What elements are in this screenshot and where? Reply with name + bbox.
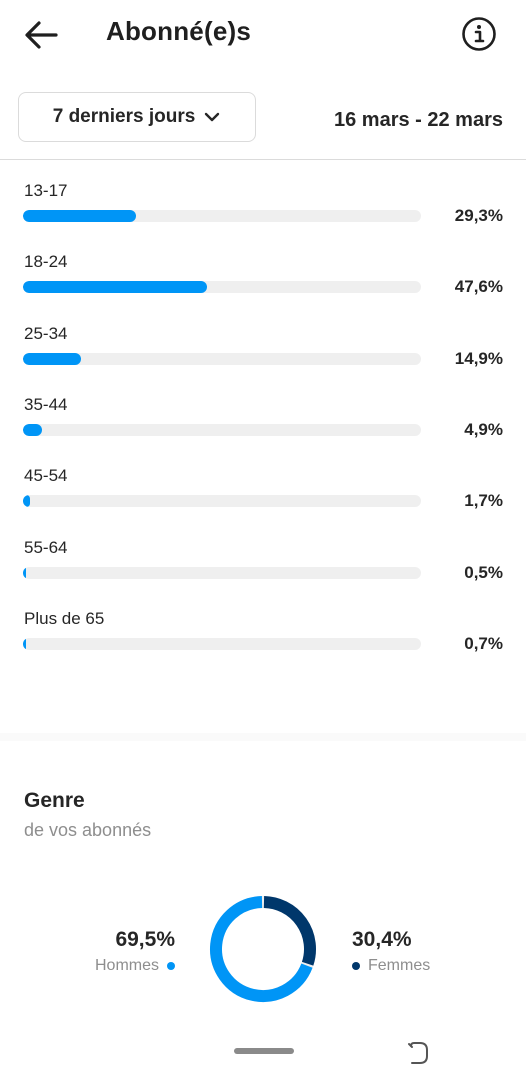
age-percent: 1,7% [464,491,503,511]
age-row: Plus de 65 0,7% [0,609,526,669]
top-bar: Abonné(e)s [0,0,526,70]
women-label: Femmes [368,957,431,974]
age-row: 13-17 29,3% [0,181,526,241]
gender-section-title: Genre [24,789,85,812]
age-bar-fill [23,210,137,222]
age-percent: 47,6% [454,277,503,297]
date-range-dropdown[interactable]: 7 derniers jours [18,92,256,142]
age-bar-fill [23,495,30,508]
age-row: 18-24 47,6% [0,252,526,312]
women-legend: Femmes [352,957,430,975]
men-percent: 69,5% [115,928,175,951]
age-bar-fill [23,423,42,436]
age-percent: 0,7% [464,633,503,653]
date-range-text: 16 mars - 22 mars [333,109,503,131]
age-range-label: Plus de 65 [24,608,105,628]
age-bar-track [23,637,421,650]
back-button[interactable] [20,16,62,54]
gender-section-subtitle: de vos abonnés [24,820,152,840]
section-separator [0,733,526,741]
age-percent: 14,9% [454,348,503,368]
age-bar-fill [23,637,26,650]
age-row: 55-64 0,5% [0,538,526,598]
age-percent: 4,9% [464,419,503,439]
age-bar-track [23,210,421,222]
age-bar-track [23,495,421,508]
age-percent: 0,5% [464,562,503,582]
divider [0,159,526,160]
arrow-left-icon [25,21,58,49]
age-range-label: 55-64 [24,537,68,557]
age-bar-fill [23,281,207,294]
info-button[interactable] [461,16,497,52]
women-dot-icon [352,962,360,970]
home-indicator[interactable] [234,1048,294,1054]
donut-segment-women [263,896,316,966]
age-bar-fill [23,352,81,365]
age-range-label: 45-54 [24,466,68,486]
men-legend: Hommes [95,957,175,975]
rotate-screen-icon[interactable] [406,1040,432,1066]
age-range-label: 13-17 [24,181,68,200]
age-range-label: 18-24 [24,252,68,272]
age-row: 45-54 1,7% [0,466,526,526]
age-bar-track [23,281,421,294]
age-bar-track [23,352,421,365]
info-icon [462,17,496,51]
donut-segment-men [210,896,313,1002]
chevron-down-icon [205,112,220,122]
age-bar-track [23,566,421,579]
women-percent: 30,4% [352,928,412,951]
age-bar-track [23,423,421,436]
age-range-label: 25-34 [24,323,68,343]
date-range-dropdown-label: 7 derniers jours [52,106,196,127]
men-dot-icon [167,962,175,970]
age-row: 25-34 14,9% [0,324,526,384]
gender-donut-chart [210,896,316,1002]
page-title: Abonné(e)s [106,16,251,46]
men-label: Hommes [94,957,159,974]
age-range-label: 35-44 [24,394,68,414]
age-row: 35-44 4,9% [0,395,526,455]
age-bar-fill [23,566,26,579]
age-percent: 29,3% [454,206,503,225]
